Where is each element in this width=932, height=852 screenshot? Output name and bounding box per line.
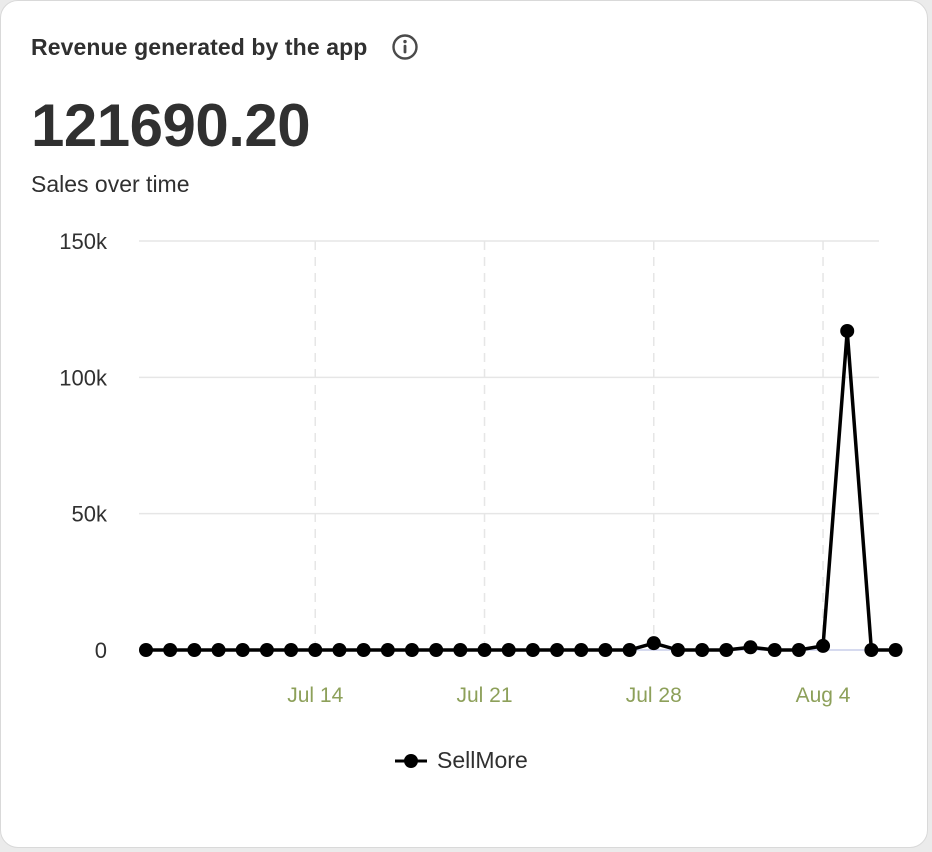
y-tick-label: 0 xyxy=(95,638,107,663)
data-point xyxy=(646,636,661,651)
data-point xyxy=(888,643,903,657)
data-point xyxy=(477,643,492,657)
legend-marker-icon xyxy=(395,753,427,768)
x-tick-label: Jul 14 xyxy=(287,684,343,707)
data-point xyxy=(380,643,395,657)
y-tick-label: 150k xyxy=(59,229,108,254)
data-point xyxy=(816,638,831,653)
data-point xyxy=(211,643,226,657)
data-point xyxy=(501,643,516,657)
series-line xyxy=(146,329,896,652)
data-point xyxy=(695,643,710,657)
data-point xyxy=(550,643,565,657)
data-point xyxy=(429,643,444,657)
data-point xyxy=(791,643,806,657)
data-point xyxy=(453,643,468,657)
metric-value: 121690.20 xyxy=(31,92,311,159)
card-header: Revenue generated by the app xyxy=(31,33,419,61)
data-point xyxy=(284,643,299,657)
data-point xyxy=(622,643,637,657)
x-tick-label: Jul 28 xyxy=(626,684,682,707)
data-point xyxy=(356,643,371,657)
x-tick-label: Aug 4 xyxy=(796,684,851,707)
data-point xyxy=(574,643,589,657)
y-tick-label: 50k xyxy=(72,502,108,527)
data-point xyxy=(864,643,879,657)
data-point xyxy=(743,640,758,655)
sales-line-chart: 0 50k 100k 150k Jul 14 Jul 21 Jul 28 Aug 4 xyxy=(59,229,903,707)
data-point xyxy=(235,643,250,657)
y-tick-label: 100k xyxy=(59,365,108,390)
data-point xyxy=(187,643,202,657)
data-point xyxy=(767,643,782,657)
data-point xyxy=(719,643,734,657)
data-point xyxy=(598,643,613,657)
data-point xyxy=(525,643,540,657)
legend-label: SellMore xyxy=(437,747,528,773)
data-point xyxy=(332,643,347,657)
data-point xyxy=(404,643,419,657)
data-point xyxy=(259,643,274,657)
data-point xyxy=(840,323,855,338)
data-point xyxy=(308,643,323,657)
x-tick-label: Jul 21 xyxy=(456,684,512,707)
card-title: Revenue generated by the app xyxy=(31,33,368,60)
chart-legend[interactable]: SellMore xyxy=(393,747,528,774)
data-point xyxy=(139,643,153,657)
data-point xyxy=(163,643,178,657)
info-icon[interactable] xyxy=(391,33,419,61)
data-point xyxy=(670,643,685,657)
chart-subtitle: Sales over time xyxy=(31,171,190,197)
